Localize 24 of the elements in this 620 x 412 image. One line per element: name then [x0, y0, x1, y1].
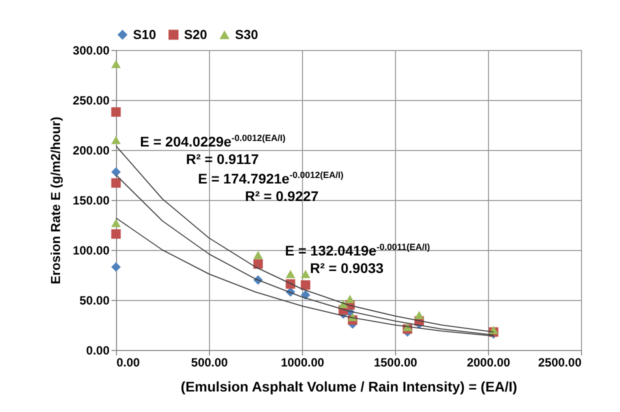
- y-tick-label: 50.00: [79, 294, 110, 308]
- annotation: R² = 0.9033: [310, 260, 384, 276]
- annotation: E = 132.0419e$^{-0.0011(EA/I)}$: [285, 242, 430, 259]
- legend-label: S10: [133, 26, 156, 42]
- x-tick-label: 1500.00: [374, 356, 418, 370]
- legend-label: S20: [184, 26, 208, 42]
- y-tick-label: 200.00: [72, 144, 110, 158]
- annotation: R² = 0.9227: [245, 188, 319, 204]
- y-tick-label: 300.00: [72, 44, 110, 58]
- annotation: E = 174.7921e$^{-0.0012(EA/I)}$: [198, 170, 344, 187]
- x-tick-label: 0.00: [116, 356, 140, 370]
- annotation: R² = 0.9117: [186, 151, 259, 167]
- x-tick-label: 500.00: [191, 356, 228, 370]
- x-tick-label: 2500.00: [538, 356, 582, 370]
- annotation: E = 204.0229e$^{-0.0012(EA/I)}$: [140, 133, 286, 150]
- x-tick-label: 2000.00: [466, 356, 511, 370]
- y-tick-label: 100.00: [72, 244, 110, 258]
- legend-label: S30: [235, 26, 258, 42]
- y-tick-label: 0.00: [86, 344, 110, 358]
- y-tick-label: 150.00: [72, 194, 110, 208]
- y-axis-title: Erosion Rate E (g/m2/hour): [48, 116, 63, 284]
- x-axis-title: (Emulsion Asphalt Volume / Rain Intensity) = (EA/I): [180, 378, 518, 394]
- x-tick-label: 1000.00: [280, 356, 325, 370]
- y-tick-label: 250.00: [72, 94, 110, 108]
